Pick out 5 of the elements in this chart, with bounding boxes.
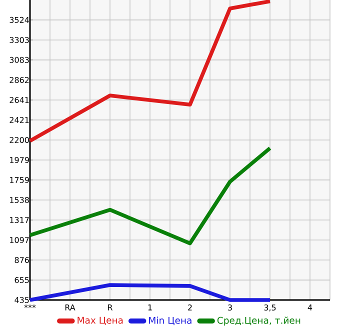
legend-label: Min Цена [149, 316, 192, 326]
line-series [28, 146, 272, 246]
legend-label: Max Цена [78, 316, 123, 326]
line-series [28, 0, 272, 143]
legend-label: Сред.Цена, т.йен [217, 316, 300, 326]
